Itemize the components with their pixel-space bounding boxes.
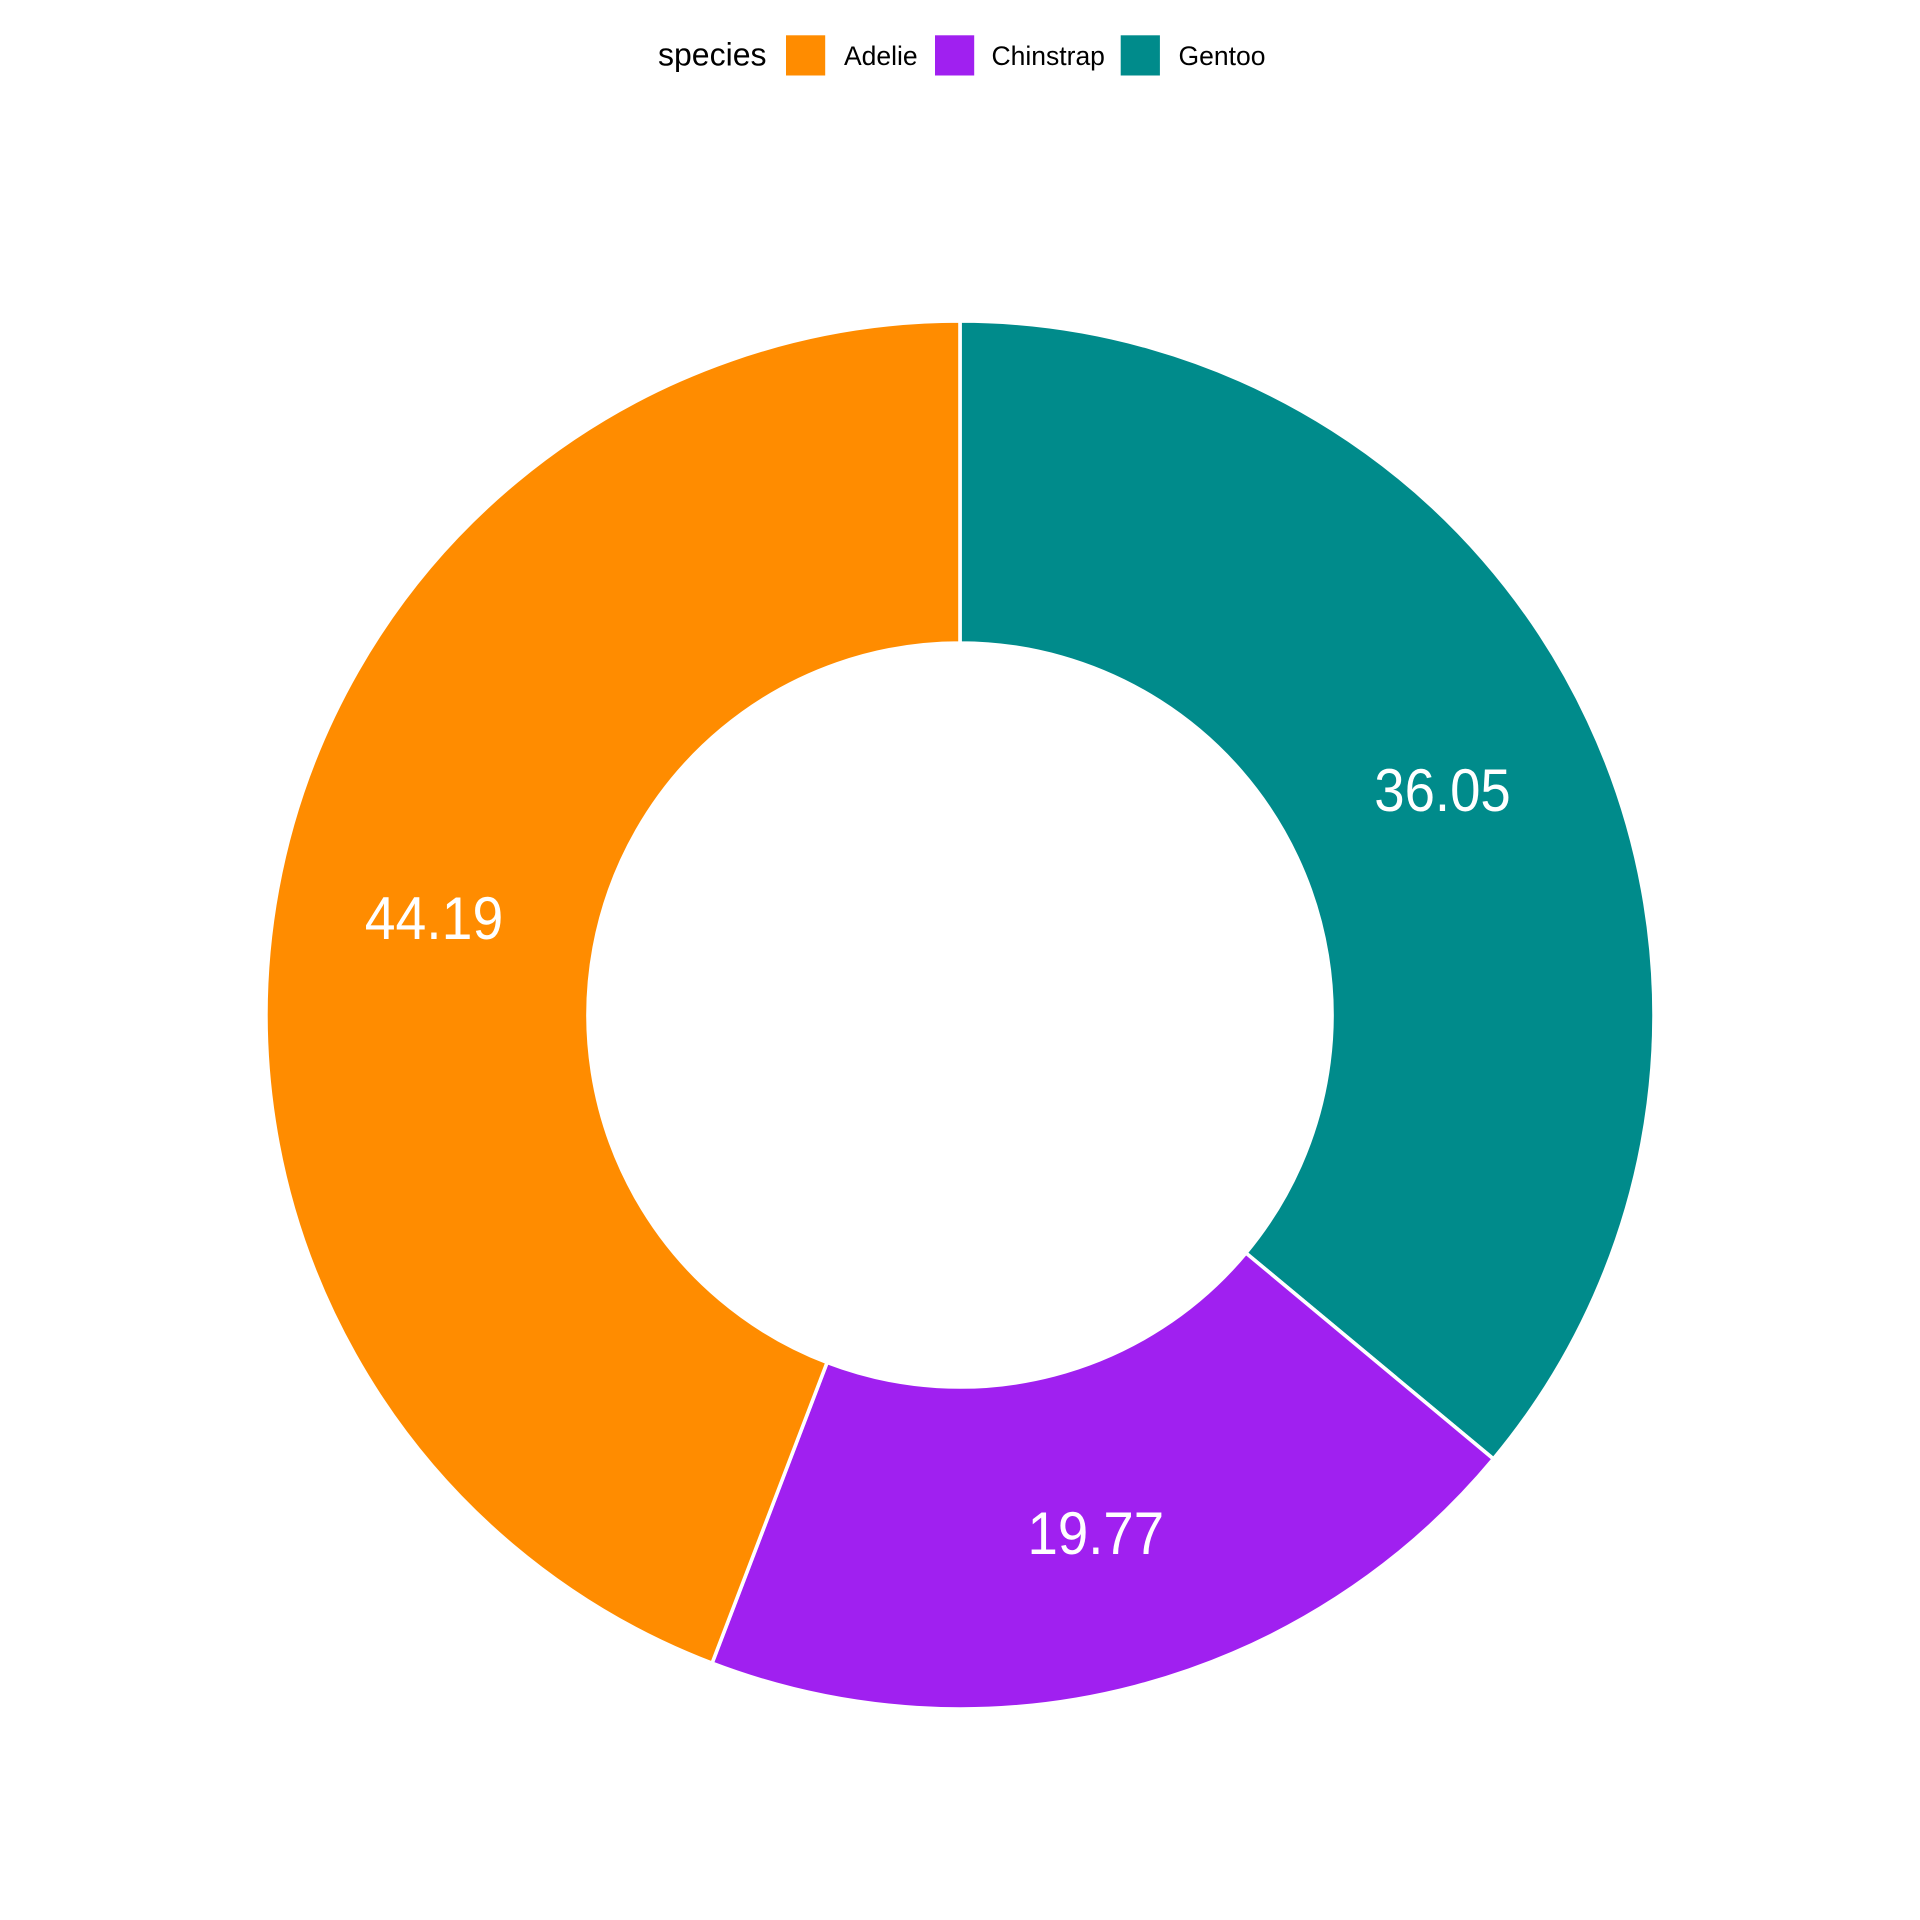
svg-text:19.77: 19.77: [1028, 1500, 1165, 1567]
svg-text:Chinstrap: Chinstrap: [992, 41, 1105, 71]
svg-text:36.05: 36.05: [1374, 757, 1511, 824]
svg-text:Adelie: Adelie: [844, 41, 918, 71]
svg-text:44.19: 44.19: [365, 885, 504, 952]
svg-text:species: species: [658, 37, 767, 73]
svg-text:Gentoo: Gentoo: [1179, 41, 1266, 71]
